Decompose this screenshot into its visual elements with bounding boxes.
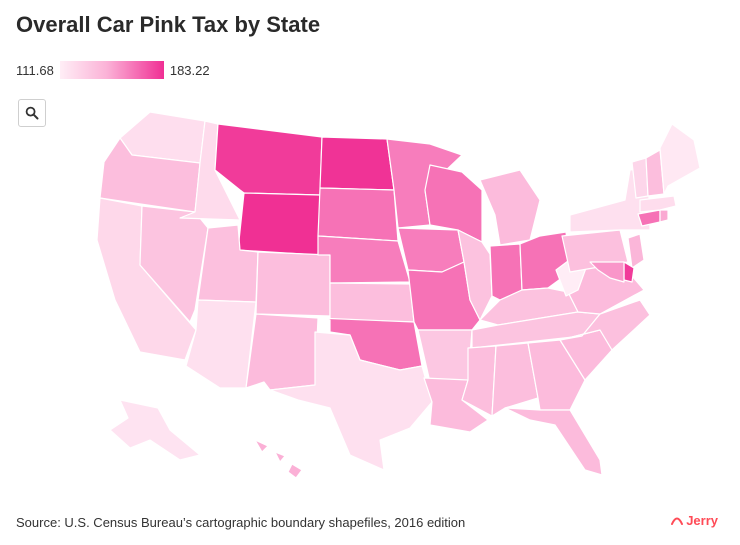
state-mt[interactable] — [214, 123, 323, 196]
legend-max-label: 183.22 — [169, 62, 210, 78]
legend-gradient-bar — [59, 61, 164, 79]
jerry-logo-icon — [671, 517, 684, 525]
search-icon — [25, 106, 39, 120]
state-fl[interactable] — [504, 407, 603, 476]
state-ar[interactable] — [417, 329, 473, 383]
state-me[interactable] — [659, 123, 701, 195]
state-ak[interactable] — [109, 399, 201, 461]
legend-min-label: 111.68 — [16, 62, 54, 78]
zoom-search-button[interactable] — [18, 99, 46, 127]
state-nj[interactable] — [627, 233, 645, 269]
state-ks[interactable] — [329, 282, 415, 323]
state-az[interactable] — [185, 299, 257, 389]
state-co[interactable] — [255, 251, 331, 317]
state-il[interactable] — [457, 229, 493, 321]
state-nc[interactable] — [559, 299, 651, 351]
brand-logo: Jerry — [671, 513, 718, 528]
state-ri[interactable] — [659, 209, 669, 223]
state-nd[interactable] — [319, 136, 395, 191]
state-mi[interactable] — [479, 169, 541, 246]
brand-name: Jerry — [686, 513, 718, 528]
state-ia[interactable] — [397, 227, 465, 273]
state-ma[interactable] — [639, 195, 677, 213]
state-sd[interactable] — [317, 187, 399, 242]
state-ms[interactable] — [461, 345, 497, 417]
state-ne[interactable] — [317, 235, 411, 284]
state-md[interactable] — [589, 261, 625, 283]
state-al[interactable] — [491, 342, 539, 417]
source-note: Source: U.S. Census Bureau’s cartographi… — [16, 515, 466, 530]
state-wy[interactable] — [237, 192, 321, 256]
state-nm[interactable] — [245, 313, 319, 391]
state-tx[interactable] — [269, 331, 433, 471]
state-hi[interactable] — [254, 439, 303, 479]
page-title: Overall Car Pink Tax by State — [16, 12, 321, 37]
color-legend: 111.68 183.22 — [16, 61, 210, 79]
